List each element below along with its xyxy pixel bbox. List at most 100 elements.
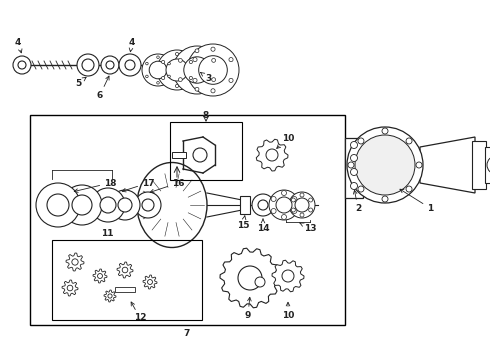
Circle shape (252, 194, 274, 216)
Circle shape (178, 58, 182, 62)
Circle shape (108, 294, 112, 298)
Circle shape (187, 44, 239, 96)
Circle shape (157, 56, 159, 58)
Circle shape (106, 61, 114, 69)
Circle shape (271, 197, 276, 202)
Circle shape (162, 60, 165, 64)
Circle shape (18, 61, 26, 69)
Polygon shape (220, 248, 280, 308)
Circle shape (175, 84, 178, 87)
Circle shape (269, 190, 299, 220)
Circle shape (355, 135, 415, 195)
Circle shape (282, 270, 294, 282)
Circle shape (347, 127, 423, 203)
Text: 9: 9 (245, 297, 251, 320)
Circle shape (135, 192, 161, 218)
Bar (30, 115, 345, 325)
Text: 8: 8 (203, 111, 209, 120)
Text: 3: 3 (201, 72, 211, 82)
Circle shape (292, 197, 297, 202)
Circle shape (162, 76, 165, 80)
Polygon shape (66, 253, 84, 271)
Circle shape (157, 81, 159, 84)
Polygon shape (143, 275, 157, 289)
Circle shape (350, 183, 358, 189)
Text: 1: 1 (400, 189, 433, 212)
Ellipse shape (137, 162, 207, 248)
Circle shape (212, 78, 216, 81)
Bar (52, 240, 202, 320)
Circle shape (193, 58, 197, 62)
Text: 6: 6 (97, 76, 109, 99)
Polygon shape (104, 290, 116, 302)
Circle shape (350, 141, 358, 149)
Circle shape (211, 89, 215, 93)
Text: 5: 5 (75, 77, 86, 87)
Circle shape (309, 208, 313, 212)
Circle shape (189, 60, 193, 64)
Text: 4: 4 (15, 37, 22, 53)
Circle shape (72, 259, 78, 265)
Circle shape (184, 57, 210, 83)
Text: 15: 15 (237, 216, 249, 230)
Circle shape (292, 208, 295, 212)
Circle shape (13, 56, 31, 74)
Circle shape (195, 49, 199, 53)
Circle shape (276, 197, 292, 213)
Circle shape (157, 50, 197, 90)
Circle shape (309, 198, 313, 202)
Circle shape (146, 62, 148, 65)
Circle shape (173, 46, 221, 94)
Text: 7: 7 (184, 328, 190, 338)
Circle shape (98, 274, 102, 278)
Circle shape (168, 62, 171, 65)
Circle shape (266, 149, 278, 161)
Polygon shape (420, 137, 475, 193)
Circle shape (100, 197, 116, 213)
Polygon shape (62, 280, 78, 296)
Circle shape (211, 47, 215, 51)
Circle shape (229, 58, 233, 62)
Circle shape (229, 78, 233, 82)
Circle shape (47, 194, 69, 216)
Circle shape (193, 148, 207, 162)
Text: 16: 16 (150, 179, 184, 193)
Circle shape (149, 61, 167, 79)
Bar (115, 287, 135, 292)
Bar (485, 147, 490, 183)
Bar (172, 152, 186, 158)
Circle shape (348, 162, 354, 168)
Text: 11: 11 (101, 229, 113, 238)
Circle shape (125, 60, 135, 70)
Text: 17: 17 (122, 179, 154, 192)
Circle shape (72, 195, 92, 215)
Circle shape (292, 208, 297, 213)
Circle shape (199, 56, 227, 84)
Circle shape (358, 138, 364, 144)
Circle shape (350, 154, 358, 162)
Circle shape (119, 54, 141, 76)
Circle shape (110, 190, 140, 220)
Circle shape (238, 266, 262, 290)
Circle shape (62, 185, 102, 225)
Bar (345, 138, 363, 198)
Circle shape (416, 162, 422, 168)
Circle shape (101, 56, 119, 74)
Circle shape (193, 78, 197, 82)
Text: 12: 12 (131, 302, 146, 323)
Polygon shape (256, 139, 288, 171)
Circle shape (118, 198, 132, 212)
Circle shape (166, 59, 188, 81)
Text: 14: 14 (257, 219, 270, 233)
Circle shape (382, 196, 388, 202)
Bar (170, 122, 242, 180)
Circle shape (146, 75, 148, 78)
Circle shape (178, 78, 182, 81)
Circle shape (281, 215, 287, 220)
Circle shape (67, 285, 73, 291)
Circle shape (300, 213, 304, 217)
Circle shape (292, 198, 295, 202)
Polygon shape (93, 269, 107, 283)
Circle shape (175, 53, 178, 55)
Polygon shape (117, 262, 133, 278)
